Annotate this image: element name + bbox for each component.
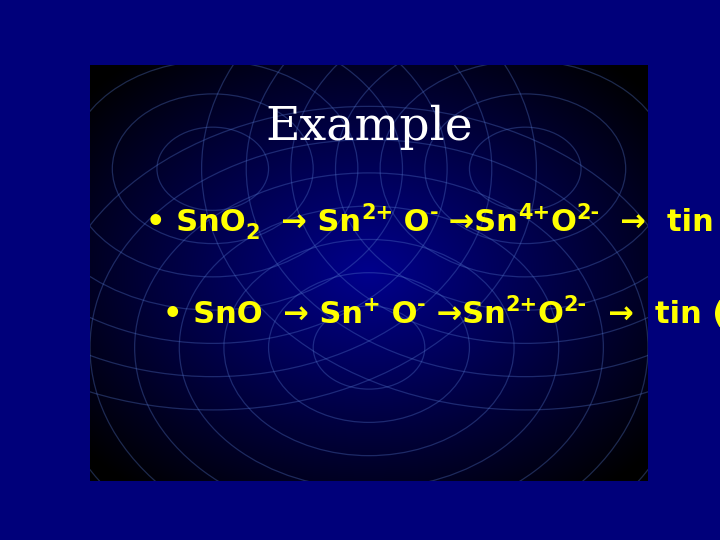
- Text: O: O: [381, 300, 418, 329]
- Text: • SnO: • SnO: [145, 208, 246, 237]
- Text: 2: 2: [246, 224, 260, 244]
- Text: Example: Example: [265, 105, 473, 150]
- Text: →Sn: →Sn: [426, 300, 505, 329]
- Text: O: O: [538, 300, 564, 329]
- Text: →  tin (II) oxide: → tin (II) oxide: [587, 300, 720, 329]
- Text: 2+: 2+: [505, 295, 538, 315]
- Text: → Sn: → Sn: [262, 300, 363, 329]
- Text: 2-: 2-: [576, 204, 599, 224]
- Text: O: O: [393, 208, 430, 237]
- Text: →Sn: →Sn: [438, 208, 518, 237]
- Text: • SnO: • SnO: [163, 300, 262, 329]
- Text: -: -: [418, 295, 426, 315]
- Text: 2-: 2-: [564, 295, 587, 315]
- Text: →  tin (IV) oxide: → tin (IV) oxide: [599, 208, 720, 237]
- Text: -: -: [430, 204, 438, 224]
- Text: O: O: [550, 208, 576, 237]
- Text: 2+: 2+: [361, 204, 393, 224]
- Text: +: +: [363, 295, 381, 315]
- Text: → Sn: → Sn: [260, 208, 361, 237]
- Text: 4+: 4+: [518, 204, 550, 224]
